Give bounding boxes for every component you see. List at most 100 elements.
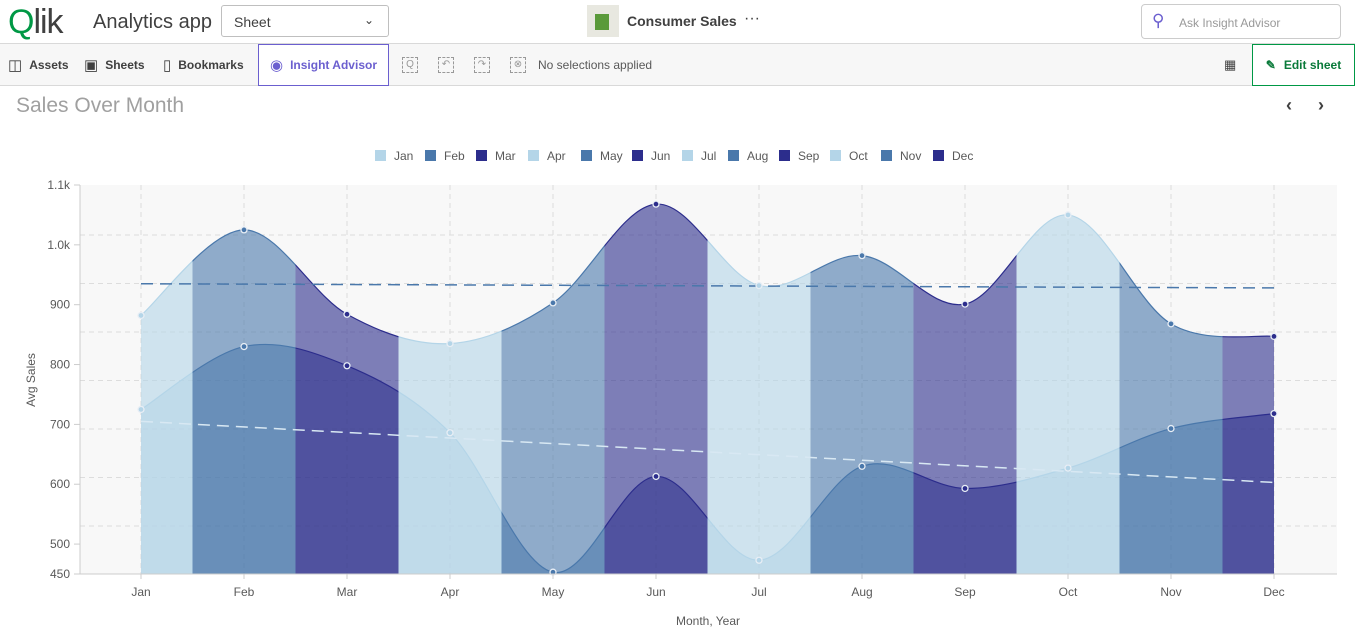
data-point — [240, 226, 248, 234]
x-tick-label: Dec — [1263, 585, 1284, 599]
legend-swatch-jul — [682, 150, 693, 161]
area-band-lower-aug — [810, 463, 914, 574]
trend-line-upper — [140, 282, 1275, 289]
data-point — [343, 310, 351, 318]
grid-layout-icon[interactable]: ▦ — [1224, 57, 1237, 72]
area-band-upper-feb — [192, 229, 296, 574]
area-band-lower-jul — [707, 517, 811, 574]
area-band-upper-jan — [141, 261, 193, 574]
area-band-lower-apr — [398, 391, 502, 574]
bookmark-icon: ▯ — [163, 57, 172, 74]
series-line-lower — [501, 511, 605, 573]
series-line-lower — [295, 347, 399, 393]
insight-advisor-button[interactable]: ◉ Insight Advisor — [258, 44, 389, 86]
series-line-upper — [707, 239, 811, 288]
legend-swatch-jun — [632, 150, 643, 161]
series-line-upper — [913, 254, 1017, 306]
app-thumbnail — [587, 5, 619, 37]
trend-line-lower — [140, 420, 1275, 484]
legend-label-may: May — [600, 149, 623, 163]
ask-insight-advisor-search[interactable]: ⚲ Ask Insight Advisor — [1141, 4, 1341, 39]
series-line-lower — [604, 475, 708, 529]
selections-status: No selections applied — [538, 58, 653, 72]
area-band-upper-jun — [604, 204, 708, 574]
step-back-icon[interactable]: ↶ — [438, 57, 454, 73]
series-line-lower — [141, 371, 193, 410]
step-forward-icon[interactable]: ↷ — [474, 57, 490, 73]
x-axis-title: Month, Year — [676, 614, 740, 628]
legend-swatch-jan — [375, 150, 386, 161]
data-point — [961, 484, 969, 493]
sheet-select[interactable]: Sheet ⌄ — [221, 5, 389, 37]
series-line-upper — [604, 203, 708, 247]
series-line-lower — [398, 391, 502, 514]
x-tick-label: Oct — [1059, 585, 1078, 599]
app-title: Consumer Sales — [627, 13, 737, 29]
area-band-lower-jan — [141, 372, 193, 574]
y-tick-label: 700 — [50, 417, 70, 431]
series-line-lower — [1222, 413, 1274, 421]
area-band-lower-mar — [295, 348, 399, 574]
data-point — [858, 251, 866, 260]
sheets-label: Sheets — [105, 58, 145, 72]
area-band-upper-may — [501, 245, 605, 574]
sheets-icon: ▣ — [84, 57, 99, 74]
clear-selections-icon[interactable]: ⊗ — [510, 57, 526, 73]
data-point — [1270, 409, 1278, 418]
data-point — [1270, 332, 1278, 341]
y-tick-label: 800 — [50, 358, 70, 372]
series-line-lower — [810, 463, 914, 519]
area-band-upper-dec — [1222, 336, 1274, 574]
more-options-icon[interactable]: ··· — [744, 10, 760, 27]
insight-advisor-label: Insight Advisor — [290, 58, 377, 72]
bookmarks-button[interactable]: ▯ Bookmarks — [163, 44, 244, 86]
series-line-lower — [1119, 418, 1223, 449]
legend-label-sep: Sep — [798, 149, 820, 163]
y-tick-label: 500 — [50, 537, 70, 551]
x-tick-label: Aug — [851, 585, 872, 599]
edit-sheet-label: Edit sheet — [1283, 58, 1342, 72]
legend-label-jun: Jun — [651, 149, 670, 163]
series-line-lower — [707, 516, 811, 561]
series-line-upper — [501, 244, 605, 332]
chevron-left-icon[interactable]: ‹ — [1286, 95, 1292, 115]
legend-swatch-dec — [933, 150, 944, 161]
series-line-upper — [810, 255, 914, 285]
series-line-upper — [295, 264, 399, 338]
area-band-upper-jul — [707, 240, 811, 574]
legend-swatch-sep — [779, 150, 790, 161]
sheets-button[interactable]: ▣ Sheets — [84, 44, 145, 86]
data-point — [446, 429, 454, 437]
data-point — [961, 300, 969, 308]
area-band-lower-oct — [1016, 447, 1120, 574]
legend-swatch-feb — [425, 150, 436, 161]
data-point — [652, 200, 660, 208]
data-point — [240, 342, 248, 351]
x-tick-label: Jul — [751, 585, 766, 599]
series-line-lower — [1016, 447, 1120, 483]
assets-button[interactable]: ◫ Assets — [8, 44, 69, 86]
smart-search-icon[interactable]: Q — [402, 57, 418, 73]
x-tick-label: Jun — [646, 585, 665, 599]
data-point — [137, 405, 145, 414]
series-line-upper — [1016, 214, 1120, 265]
data-point — [137, 311, 145, 320]
data-point — [858, 462, 866, 470]
lightbulb-icon: ◉ — [270, 57, 284, 74]
area-band-lower-feb — [192, 344, 296, 574]
y-tick-label: 1.1k — [47, 178, 71, 192]
y-tick-label: 600 — [50, 477, 70, 491]
area-band-upper-oct — [1016, 214, 1120, 574]
area-band-lower-sep — [913, 472, 1017, 574]
x-tick-label: Mar — [337, 585, 358, 599]
data-point — [1167, 424, 1175, 433]
qlik-logo[interactable]: Qlik — [8, 3, 64, 41]
chevron-down-icon: ⌄ — [363, 13, 374, 27]
series-line-lower — [913, 472, 1017, 490]
series-line-upper — [192, 229, 296, 266]
chevron-right-icon[interactable]: › — [1318, 95, 1324, 115]
edit-sheet-button[interactable]: ✎ Edit sheet — [1252, 44, 1355, 86]
chart-title: Sales Over Month — [16, 94, 185, 117]
x-tick-label: Feb — [234, 585, 255, 599]
